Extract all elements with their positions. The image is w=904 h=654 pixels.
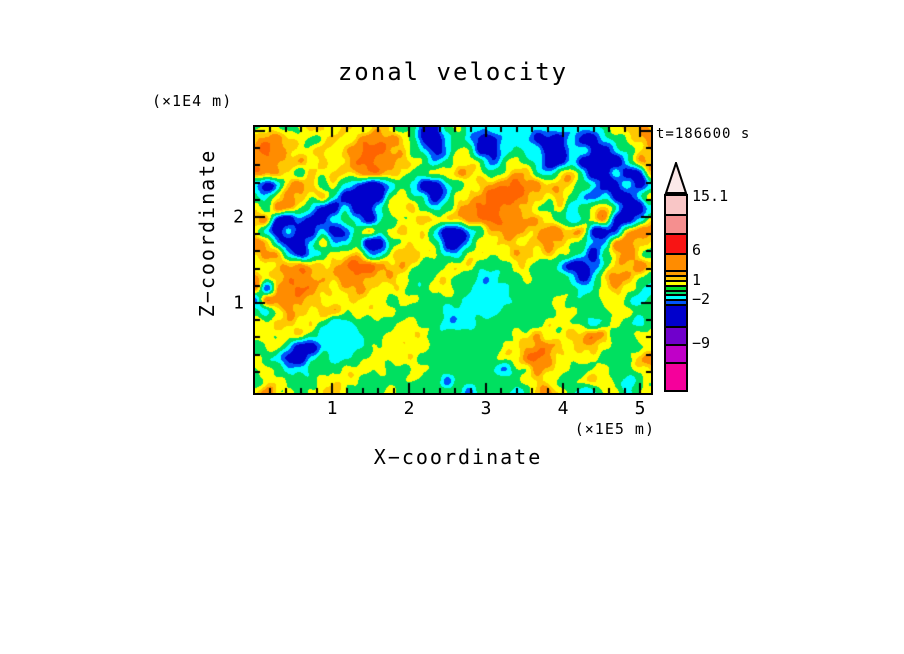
colorbar-label-6: 6 xyxy=(692,241,702,259)
colorbar-segment xyxy=(666,328,686,346)
time-annotation: t=186600 s xyxy=(656,126,751,142)
y-axis-title: Z−coordinate xyxy=(195,148,219,318)
colorbar-segment xyxy=(666,287,686,292)
colorbar-overflow-arrow-icon xyxy=(664,162,688,194)
colorbar-segment xyxy=(666,282,686,287)
y-axis-unit-label: (×1E4 m) xyxy=(152,92,233,110)
y-tick-label-2: 2 xyxy=(233,206,244,228)
colorbar-segment xyxy=(666,196,686,216)
colorbar-segment xyxy=(666,277,686,282)
plot-area xyxy=(253,125,653,395)
velocity-field-canvas xyxy=(255,127,651,393)
x-tick-label-3: 3 xyxy=(480,398,492,419)
x-tick-label-5: 5 xyxy=(634,398,646,419)
colorbar-segment xyxy=(666,364,686,390)
colorbar-label-1: 1 xyxy=(692,271,702,289)
colorbar-segment xyxy=(666,255,686,272)
colorbar-segment xyxy=(666,292,686,296)
colorbar-segments xyxy=(664,194,688,392)
colorbar-segment xyxy=(666,235,686,255)
x-tick-label-2: 2 xyxy=(403,398,415,419)
colorbar-label-neg9: −9 xyxy=(692,334,711,352)
colorbar-segment xyxy=(666,346,686,364)
x-tick-label-1: 1 xyxy=(326,398,338,419)
colorbar-segment xyxy=(666,216,686,235)
y-tick-label-1: 1 xyxy=(233,292,244,314)
colorbar-segment xyxy=(666,272,686,277)
plot-title: zonal velocity xyxy=(337,58,569,86)
x-axis-title: X−coordinate xyxy=(373,445,543,469)
colorbar-segment xyxy=(666,301,686,306)
colorbar-segment xyxy=(666,306,686,328)
x-axis-unit-label: (×1E5 m) xyxy=(574,420,655,438)
colorbar-label-15.1: 15.1 xyxy=(692,187,729,205)
x-tick-label-4: 4 xyxy=(557,398,569,419)
colorbar-label-neg2: −2 xyxy=(692,290,711,308)
colorbar-segment xyxy=(666,296,686,301)
